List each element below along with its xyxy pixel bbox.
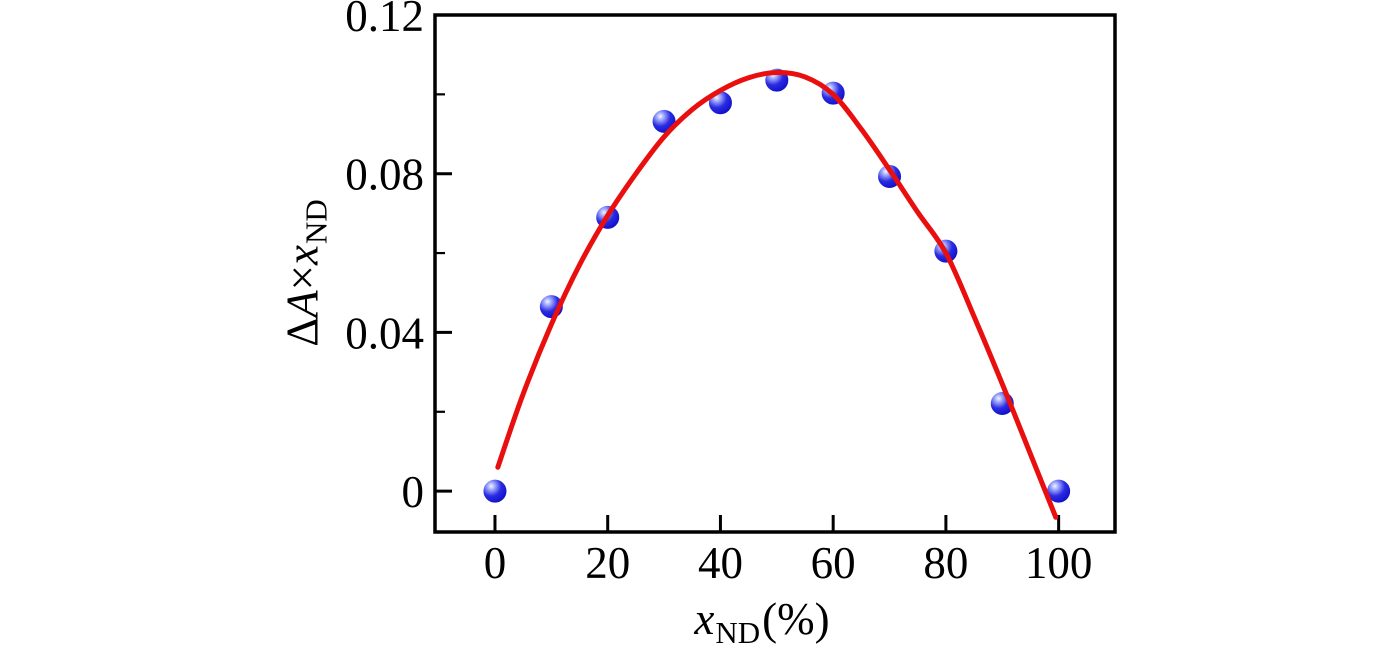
y-axis-label-times: × — [277, 264, 328, 291]
y-tick-label: 0 — [402, 467, 425, 517]
x-axis-label-unit: (%) — [762, 594, 830, 644]
y-tick-label: 0.08 — [345, 150, 424, 200]
y-axis-label: ΔA×xND — [277, 199, 334, 347]
x-axis-label-subscript: ND — [715, 615, 761, 646]
y-tick-label: 0.04 — [345, 308, 424, 358]
x-tick-label: 100 — [1025, 538, 1093, 588]
plot-frame — [433, 13, 1117, 534]
fit-curve — [495, 69, 1059, 520]
y-tick-label: 0.12 — [345, 0, 424, 41]
x-axis-label-symbol: x — [694, 594, 715, 644]
x-axis-label: xND(%) — [694, 594, 830, 646]
y-axis-label-delta: Δ — [277, 317, 328, 347]
data-point — [481, 477, 509, 505]
y-axis-label-a: A — [277, 290, 328, 318]
x-tick-label: 80 — [923, 538, 968, 588]
x-tick-label: 40 — [698, 538, 743, 588]
y-axis-ticks: 0 0.04 0.08 0.12 — [345, 0, 452, 517]
x-tick-label: 60 — [811, 538, 856, 588]
y-axis-label-subscript: ND — [298, 199, 334, 244]
y-axis-label-symbol: x — [277, 244, 328, 265]
x-axis-ticks: 0 20 40 60 80 100 — [484, 515, 1093, 588]
x-tick-label: 0 — [484, 538, 507, 588]
x-tick-label: 20 — [585, 538, 630, 588]
